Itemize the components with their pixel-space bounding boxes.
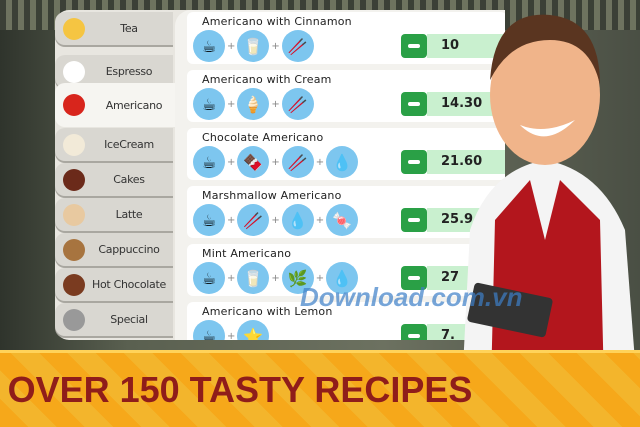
plus-sign: + bbox=[227, 156, 236, 168]
special-icon bbox=[63, 308, 85, 331]
promo-banner: OVER 150 TASTY RECIPES bbox=[0, 350, 640, 427]
recipe-name: Mint Americano bbox=[202, 247, 292, 260]
latte-icon bbox=[63, 203, 85, 226]
recipe-price: 10 bbox=[427, 34, 505, 58]
recipe-name: Americano with Cream bbox=[202, 73, 332, 86]
watermark: Download.com.vn bbox=[300, 282, 523, 312]
ingredients: ☕ + 🥛 + 🌿 + 💧 bbox=[193, 262, 359, 294]
plus-sign: + bbox=[227, 330, 236, 341]
plus-sign: + bbox=[227, 272, 236, 284]
tab-label: Hot Chocolate bbox=[92, 278, 166, 291]
ingredient-icon: ☕ bbox=[193, 88, 225, 120]
tab-icecream[interactable]: IceCream bbox=[55, 128, 173, 161]
ingredient-icon: ☕ bbox=[193, 320, 225, 340]
ingredient-icon: 🥢 bbox=[281, 30, 314, 62]
decrease-price-button[interactable] bbox=[401, 208, 427, 232]
ingredients: ☕ + 🍦 + 🥢 bbox=[193, 88, 314, 120]
cake-icon bbox=[63, 168, 85, 191]
recipe-name: Chocolate Americano bbox=[202, 131, 324, 144]
tab-label: IceCream bbox=[104, 138, 154, 151]
tab-label: Americano bbox=[105, 98, 163, 112]
ingredient-icon: ☕ bbox=[193, 262, 225, 294]
recipe-card: Americano with Lemon ☕ + ⭐ 7. bbox=[187, 302, 505, 340]
ingredient-icon: 🍬 bbox=[326, 204, 359, 236]
espresso-cup-icon bbox=[63, 60, 85, 83]
recipe-name: Americano with Lemon bbox=[202, 305, 333, 318]
tab-hot-chocolate[interactable]: Hot Chocolate bbox=[55, 268, 173, 301]
ingredient-icon: 🍫 bbox=[237, 146, 270, 178]
tab-latte[interactable]: Latte bbox=[55, 198, 173, 231]
plus-sign: + bbox=[227, 214, 236, 226]
tab-espresso[interactable]: Espresso bbox=[55, 55, 173, 88]
plus-sign: + bbox=[271, 98, 280, 110]
ingredients: ☕ + 🍫 + 🥢 + 💧 bbox=[193, 146, 359, 178]
ingredient-icon: ☕ bbox=[193, 204, 225, 236]
plus-sign: + bbox=[271, 272, 280, 284]
recipe-card: Americano with Cream ☕ + 🍦 + 🥢 14.30 bbox=[187, 70, 505, 122]
ingredient-icon: 🥢 bbox=[237, 204, 270, 236]
recipe-name: Marshmallow Americano bbox=[202, 189, 342, 202]
tab-label: Tea bbox=[120, 22, 138, 35]
recipe-card: Mint Americano ☕ + 🥛 + 🌿 + 💧 27 bbox=[187, 244, 505, 296]
recipe-name: Americano with Cinnamon bbox=[202, 15, 352, 28]
ingredients: ☕ + 🥢 + 💧 + 🍬 bbox=[193, 204, 359, 236]
ingredients: ☕ + 🥛 + 🥢 bbox=[193, 30, 314, 62]
ingredient-icon: ☕ bbox=[193, 146, 225, 178]
decrease-price-button[interactable] bbox=[401, 266, 427, 290]
plus-sign: + bbox=[315, 272, 325, 284]
plus-sign: + bbox=[227, 40, 236, 52]
ingredient-icon: 🍦 bbox=[237, 88, 270, 120]
ingredient-icon: ⭐ bbox=[237, 320, 270, 340]
recipe-card: Chocolate Americano ☕ + 🍫 + 🥢 + 💧 21.60 bbox=[187, 128, 505, 180]
ingredient-icon: 💧 bbox=[326, 262, 359, 294]
americano-cup-icon bbox=[63, 94, 85, 116]
ingredient-icon: 🌿 bbox=[281, 262, 314, 294]
tab-cappuccino[interactable]: Cappuccino bbox=[55, 233, 173, 266]
banner-text: OVER 150 TASTY RECIPES bbox=[7, 369, 473, 410]
tea-cup-icon bbox=[63, 17, 85, 40]
ingredient-icon: 💧 bbox=[326, 146, 359, 178]
decrease-price-button[interactable] bbox=[401, 150, 427, 174]
ingredient-icon: 🥛 bbox=[237, 262, 270, 294]
plus-sign: + bbox=[271, 214, 280, 226]
decrease-price-button[interactable] bbox=[401, 92, 427, 116]
ingredient-icon: 🥛 bbox=[237, 30, 270, 62]
ingredient-icon: 🥢 bbox=[281, 146, 314, 178]
tab-tea[interactable]: Tea bbox=[55, 12, 173, 45]
ice-cream-icon bbox=[63, 133, 85, 156]
tab-americano[interactable]: Americano bbox=[55, 83, 183, 127]
plus-sign: + bbox=[315, 214, 325, 226]
tab-label: Cakes bbox=[113, 173, 145, 186]
hot-chocolate-icon bbox=[63, 273, 85, 296]
decrease-price-button[interactable] bbox=[401, 324, 427, 340]
recipe-price: 21.60 bbox=[427, 150, 505, 174]
tab-cakes[interactable]: Cakes bbox=[55, 163, 173, 196]
plus-sign: + bbox=[271, 40, 280, 52]
tab-special[interactable]: Special bbox=[55, 303, 173, 336]
cappuccino-icon bbox=[63, 238, 85, 261]
recipe-card: Americano with Cinnamon ☕ + 🥛 + 🥢 10 bbox=[187, 12, 505, 64]
tab-label: Cappuccino bbox=[98, 243, 160, 256]
ingredient-icon: 💧 bbox=[281, 204, 314, 236]
decrease-price-button[interactable] bbox=[401, 34, 427, 58]
tab-label: Espresso bbox=[105, 65, 153, 78]
plus-sign: + bbox=[315, 156, 325, 168]
plus-sign: + bbox=[271, 156, 280, 168]
ingredient-icon: ☕ bbox=[193, 30, 225, 62]
tab-label: Latte bbox=[115, 208, 143, 221]
plus-sign: + bbox=[227, 98, 236, 110]
recipe-list[interactable]: Americano with Cinnamon ☕ + 🥛 + 🥢 10 Americano … bbox=[175, 10, 505, 340]
tab-label: Special bbox=[110, 313, 148, 326]
ingredients: ☕ + ⭐ bbox=[193, 320, 270, 341]
ingredient-icon: 🥢 bbox=[281, 88, 314, 120]
